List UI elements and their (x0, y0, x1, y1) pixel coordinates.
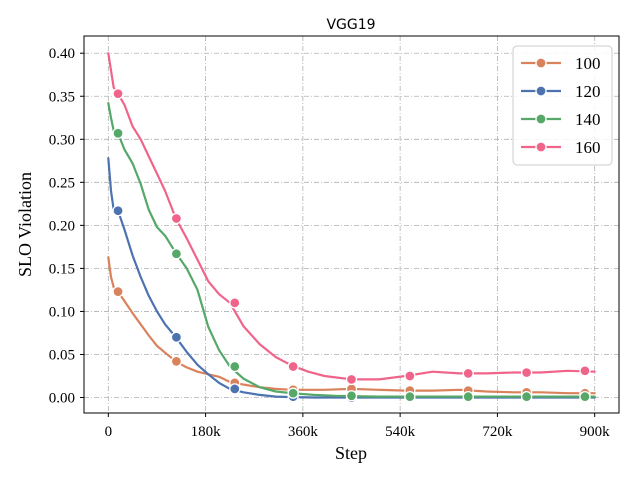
x-axis-label: Step (335, 443, 367, 463)
data-point (229, 360, 241, 373)
y-tick-label: 0.35 (49, 89, 75, 105)
data-point (404, 370, 416, 382)
series-line-140 (107, 101, 596, 398)
data-point (345, 390, 358, 402)
series-140 (107, 101, 596, 403)
legend-label: 120 (575, 82, 601, 101)
legend-item: 160 (521, 138, 601, 157)
series-line-160 (107, 52, 596, 381)
legend-marker (535, 113, 547, 125)
data-point (520, 366, 533, 379)
series-line-120 (107, 157, 596, 399)
data-point (287, 387, 299, 399)
data-point (287, 360, 299, 373)
series-160 (107, 52, 596, 386)
y-tick-label: 0.05 (49, 347, 75, 363)
data-point (520, 390, 533, 403)
data-point (229, 383, 241, 395)
legend-label: 100 (575, 54, 601, 73)
legend-label: 160 (575, 138, 601, 157)
x-tick-label: 540k (385, 424, 416, 440)
legend-item: 120 (521, 82, 601, 101)
data-point (112, 88, 124, 100)
axes-frame (83, 35, 620, 414)
data-point (170, 248, 183, 260)
data-point (462, 390, 474, 403)
y-tick-label: 0.40 (49, 46, 75, 62)
y-tick-label: 0.30 (49, 132, 75, 148)
y-tick-label: 0.00 (49, 391, 75, 407)
data-point (170, 212, 183, 225)
data-point (579, 390, 591, 403)
data-point (579, 365, 591, 377)
legend-item: 100 (521, 54, 601, 73)
x-tick-label: 0 (105, 424, 113, 440)
legend-item: 140 (521, 110, 601, 129)
legend-marker (535, 57, 547, 69)
legend-label: 140 (575, 110, 601, 129)
legend-marker (535, 141, 547, 153)
legend: 100 120 140 160 (512, 45, 613, 166)
x-tick-label: 900k (580, 424, 611, 440)
x-tick-label: 360k (288, 424, 319, 440)
legend-marker (535, 85, 547, 97)
data-point (229, 297, 241, 309)
x-tick-label: 180k (191, 424, 222, 440)
data-point (170, 331, 183, 343)
data-point (170, 355, 183, 368)
axis-ticks: 0 180k 360k 540k 720k 900k 0.00 0.05 0.10 0.15 0.2… (49, 46, 610, 440)
y-tick-label: 0.15 (49, 261, 75, 277)
plot-area (107, 52, 596, 404)
data-point (404, 390, 416, 403)
data-point (112, 285, 124, 298)
data-point (462, 367, 474, 380)
y-axis-label: SLO Violation (15, 172, 35, 277)
series-120 (107, 157, 596, 404)
data-point (112, 127, 124, 139)
data-point (345, 373, 358, 386)
chart-title: VGG19 (326, 17, 375, 33)
x-tick-label: 720k (482, 424, 513, 440)
data-point (112, 205, 124, 217)
y-tick-label: 0.10 (49, 304, 75, 320)
y-tick-label: 0.20 (49, 218, 75, 234)
y-tick-label: 0.25 (49, 175, 75, 191)
legend-box (512, 45, 613, 166)
